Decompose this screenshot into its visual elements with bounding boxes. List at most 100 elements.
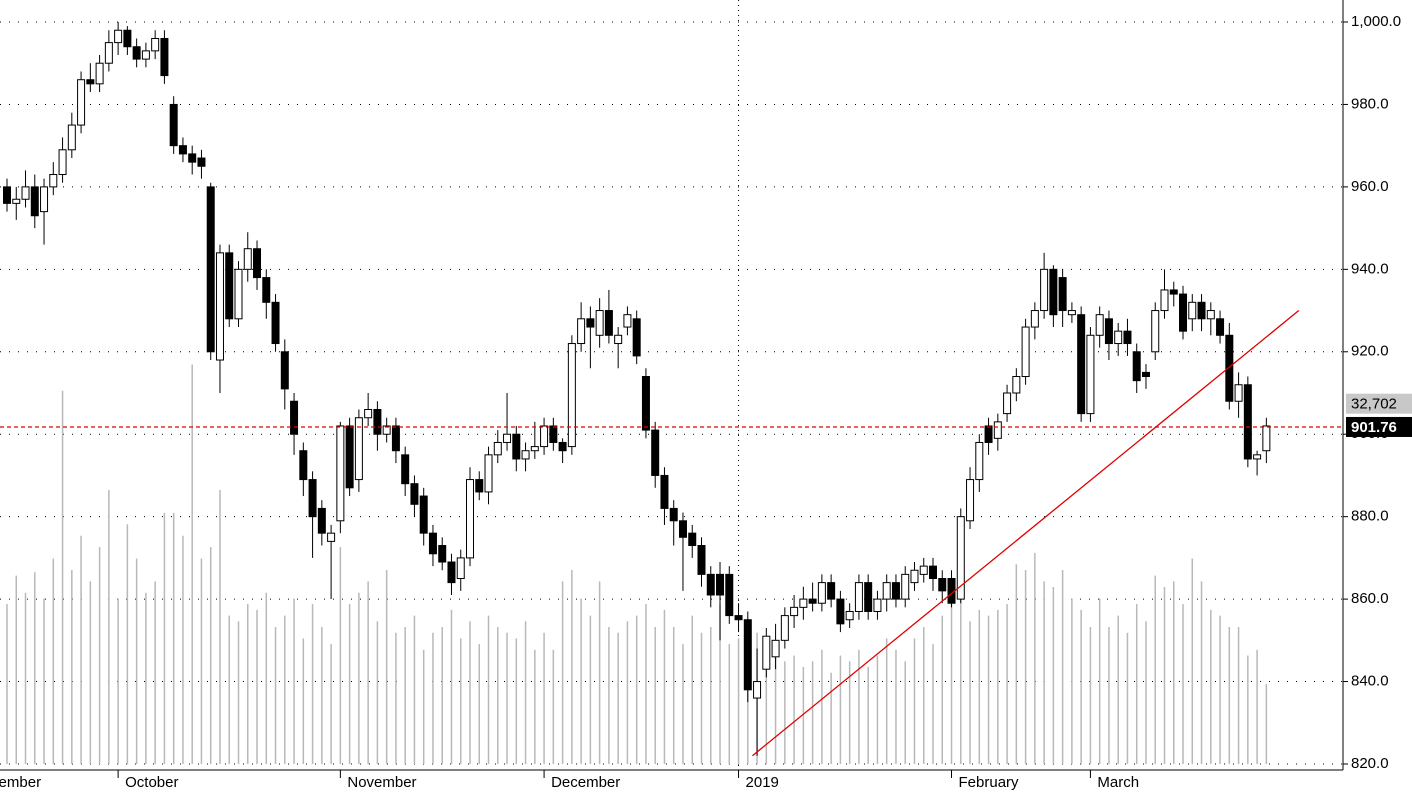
candle-body <box>456 557 465 580</box>
candle-body <box>1216 318 1225 336</box>
x-tick-label: December <box>551 774 620 791</box>
candle-body <box>58 149 67 176</box>
candle-body <box>317 507 326 534</box>
candle-body <box>993 421 1002 439</box>
candle-body <box>132 46 141 60</box>
candle-body <box>419 495 428 534</box>
candle-body <box>1243 384 1252 460</box>
y-tick-label: 880.0 <box>1351 508 1389 525</box>
candle-body <box>401 454 410 485</box>
y-tick-label: 920.0 <box>1351 343 1389 360</box>
x-tick-label: September <box>0 774 41 791</box>
x-tick-label: 2019 <box>746 774 779 791</box>
candle-body <box>123 29 132 48</box>
candle-body <box>493 441 502 456</box>
candle-body <box>308 479 317 518</box>
candle-body <box>1179 293 1188 332</box>
candle-body <box>919 565 928 575</box>
candle-body <box>1058 277 1067 312</box>
candle-body <box>1067 310 1076 316</box>
candle-body <box>632 318 641 357</box>
candle-body <box>234 268 243 320</box>
candle-body <box>1123 330 1132 345</box>
candle-body <box>30 186 39 217</box>
candle-body <box>77 79 86 126</box>
candle-body <box>86 79 95 85</box>
candle-body <box>438 545 447 563</box>
candle-body <box>67 124 76 151</box>
candle-body <box>521 450 530 460</box>
candle-body <box>910 569 919 584</box>
candle-body <box>595 310 604 336</box>
candle-body <box>1206 310 1215 320</box>
candle-body <box>1132 351 1141 382</box>
candle-body <box>160 37 169 77</box>
y-tick-label: 980.0 <box>1351 95 1389 112</box>
candle-body <box>984 425 993 443</box>
candle-body <box>1095 314 1104 336</box>
x-tick-label: February <box>959 774 1020 791</box>
candle-body <box>790 606 799 617</box>
candle-body <box>1003 392 1012 415</box>
candle-body <box>141 50 150 60</box>
candle-body <box>567 343 576 448</box>
candle-body <box>1114 330 1123 345</box>
candle-body <box>558 441 567 452</box>
candle-body <box>956 516 965 600</box>
candle-body <box>641 376 650 431</box>
candle-body <box>1049 268 1058 316</box>
candle-body <box>873 598 882 612</box>
candle-body <box>706 573 715 596</box>
candle-body <box>1077 314 1086 415</box>
candle-body <box>169 103 178 147</box>
candle-body <box>197 157 206 167</box>
candle-body <box>354 417 363 481</box>
candle-body <box>475 479 484 493</box>
candle-body <box>391 425 400 452</box>
candle-body <box>651 429 660 476</box>
candle-body <box>697 545 706 575</box>
candle-body <box>345 425 354 489</box>
candle-body <box>290 400 299 435</box>
candle-body <box>1188 301 1197 320</box>
candle-body <box>1012 376 1021 394</box>
candle-body <box>206 186 215 353</box>
candle-body <box>1086 334 1095 415</box>
candle-body <box>1030 310 1039 328</box>
candle-body <box>225 252 234 320</box>
last-price-box <box>1346 416 1412 437</box>
candle-body <box>253 248 262 279</box>
candle-body <box>1104 318 1113 345</box>
candle-body <box>262 277 271 303</box>
candle-body <box>716 573 725 596</box>
candle-body <box>836 598 845 625</box>
candle-body <box>280 351 289 390</box>
candle-body <box>845 610 854 621</box>
candle-body <box>243 248 252 270</box>
candle-body <box>364 408 373 419</box>
candle-body <box>12 198 21 204</box>
candle-body <box>512 433 521 460</box>
x-tick-label: March <box>1097 774 1139 791</box>
candle-body <box>1040 268 1049 312</box>
last-price-label: 901.76 <box>1351 419 1397 436</box>
trend-line <box>752 310 1300 757</box>
candle-body <box>966 479 975 522</box>
candle-body <box>938 578 947 592</box>
candle-body <box>604 310 613 336</box>
candle-body <box>891 582 900 600</box>
candle-body <box>151 37 160 52</box>
candle-body <box>929 565 937 580</box>
y-tick-label: 860.0 <box>1351 590 1389 607</box>
candle-body <box>503 433 512 443</box>
candle-body <box>484 454 493 493</box>
candle-body <box>808 598 817 604</box>
candle-body <box>299 450 308 481</box>
candle-body <box>1021 326 1030 378</box>
candle-body <box>623 314 632 328</box>
candle-body <box>447 561 456 584</box>
candle-body <box>1253 454 1262 460</box>
candle-body <box>114 29 123 44</box>
candle-body <box>975 441 984 481</box>
